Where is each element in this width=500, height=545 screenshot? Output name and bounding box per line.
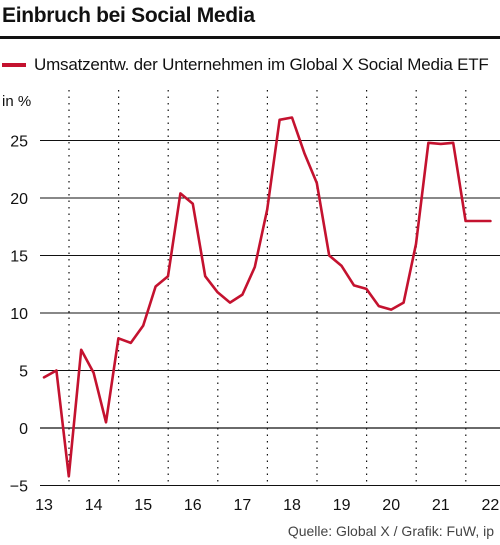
x-tick-label-3: 16: [184, 497, 202, 514]
x-tick-label-8: 21: [432, 497, 450, 514]
x-tick-label-9: 22: [482, 497, 500, 514]
y-tick-label-6: 25: [10, 134, 28, 151]
series-line: [42, 116, 492, 478]
x-tick-label-7: 20: [382, 497, 400, 514]
legend: Umsatzentw. der Unternehmen im Global X …: [0, 54, 489, 76]
y-tick-label-2: 5: [19, 364, 28, 381]
chart-title: Einbruch bei Social Media: [2, 4, 255, 27]
title-rule: [0, 36, 500, 39]
x-tick-label-0: 13: [35, 497, 53, 514]
source-note: Quelle: Global X / Grafik: FuW, ip: [287, 523, 494, 539]
y-tick-label-4: 15: [10, 249, 28, 266]
x-tick-label-1: 14: [85, 497, 103, 514]
x-tick-label-2: 15: [134, 497, 152, 514]
y-tick-label-1: 0: [19, 421, 28, 438]
y-axis-label: in %: [2, 93, 31, 110]
x-tick-label-6: 19: [333, 497, 351, 514]
y-tick-label-3: 10: [10, 306, 28, 323]
x-tick-label-4: 17: [234, 497, 252, 514]
y-tick-label-0: −5: [10, 479, 28, 496]
y-tick-label-5: 20: [10, 191, 28, 208]
legend-label: Umsatzentw. der Unternehmen im Global X …: [34, 55, 489, 74]
x-tick-label-5: 18: [283, 497, 301, 514]
legend-swatch: [2, 63, 26, 67]
